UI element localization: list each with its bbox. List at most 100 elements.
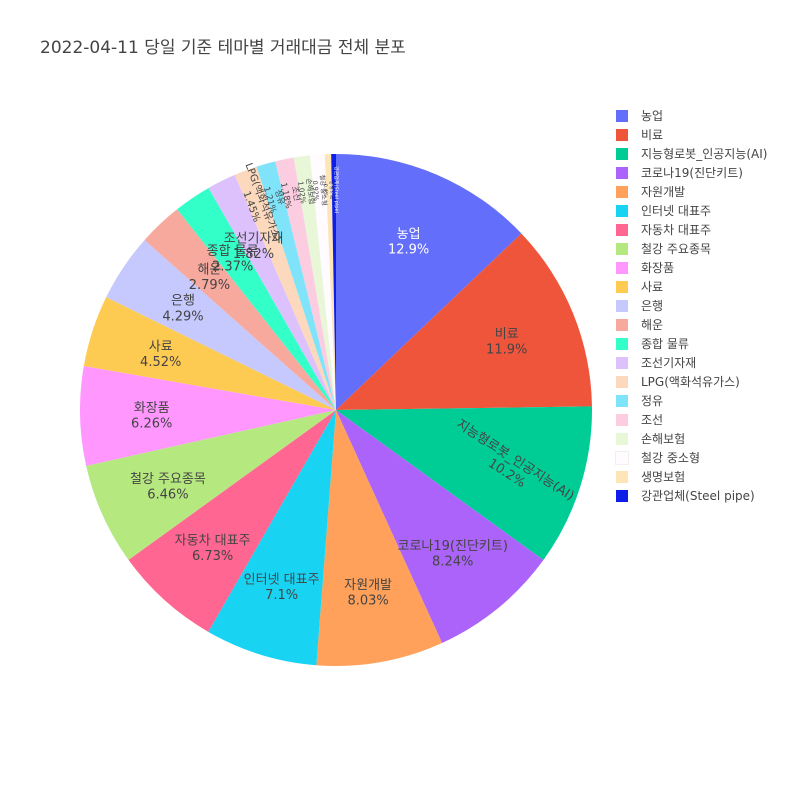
pie-slice[interactable]: [86, 410, 337, 560]
legend-swatch: [616, 166, 628, 179]
pie-slice[interactable]: [324, 154, 336, 410]
slice-label-value: 0.4%: [322, 184, 328, 197]
slice-label: 해운2.79%: [189, 263, 230, 294]
legend-item[interactable]: 인터넷 대표주: [616, 201, 767, 220]
legend-swatch: [616, 109, 628, 122]
slice-label-name: 정유: [272, 188, 287, 206]
legend-item[interactable]: 자원개발: [616, 182, 767, 201]
legend-swatch: [616, 337, 628, 350]
legend-item[interactable]: 자동차 대표주: [616, 220, 767, 239]
pie-slice[interactable]: [336, 406, 593, 561]
pie-slice[interactable]: [275, 157, 336, 410]
legend-item[interactable]: 농업: [616, 106, 767, 125]
slice-label-value: 4.29%: [162, 309, 203, 324]
slice-label-value: 8.24%: [432, 555, 473, 570]
legend-item[interactable]: 비료: [616, 125, 767, 144]
legend-label: 사료: [641, 280, 664, 294]
slice-label-value: 8.03%: [347, 594, 388, 609]
legend-item[interactable]: 손해보험: [616, 429, 767, 448]
slice-label: 사료4.52%: [140, 339, 181, 370]
legend-item[interactable]: LPG(액화석유가스): [616, 372, 767, 391]
pie-slice[interactable]: [336, 154, 522, 410]
pie-slice[interactable]: [331, 154, 336, 410]
legend-label: 비료: [641, 128, 664, 142]
slice-label-name: 자동차 대표주: [175, 533, 251, 548]
legend-label: 철강 중소형: [641, 451, 701, 465]
legend-item[interactable]: 종합 물류: [616, 334, 767, 353]
legend-swatch: [616, 147, 628, 160]
legend-item[interactable]: 사료: [616, 277, 767, 296]
slice-label-name: 철강 주요종목: [130, 472, 206, 487]
pie-slice[interactable]: [144, 209, 336, 410]
slice-label-name: 강관업체(Steel pipe): [333, 166, 340, 213]
legend-label: 지능형로봇_인공지능(AI): [641, 147, 768, 161]
pie-slice[interactable]: [79, 365, 336, 466]
pie-slice[interactable]: [208, 410, 336, 666]
legend-item[interactable]: 철강 중소형: [615, 448, 767, 467]
legend-swatch: [616, 394, 628, 407]
legend-swatch: [616, 128, 628, 141]
legend-label: 조선: [641, 413, 664, 427]
legend-swatch: [616, 413, 628, 426]
slice-label-name: 해운: [197, 263, 221, 278]
legend-swatch: [616, 318, 628, 331]
legend-label: 정유: [641, 394, 664, 408]
legend-item[interactable]: 해운: [616, 315, 767, 334]
legend-swatch: [616, 375, 628, 388]
legend-item[interactable]: 조선: [616, 410, 767, 429]
slice-label-name: 사료: [149, 339, 173, 354]
legend-label: 생명보험: [641, 470, 686, 484]
pie-slice[interactable]: [293, 155, 336, 410]
slice-label-value: 1.82%: [233, 247, 274, 262]
slice-label-value: 0.3%: [327, 183, 333, 196]
slice-label-value: 12.9%: [388, 243, 429, 258]
slice-label-name: 농업: [397, 227, 421, 242]
slice-label: 코로나19(진단키트)8.24%: [397, 539, 507, 570]
slice-label-name: 철강 중소형: [318, 174, 329, 206]
legend-item[interactable]: 조선기자재: [616, 353, 767, 372]
slice-label-value: 6.26%: [131, 416, 172, 431]
pie-slice[interactable]: [336, 233, 592, 410]
legend-item[interactable]: 은행: [616, 296, 767, 315]
pie-slice[interactable]: [256, 161, 337, 410]
legend-swatch: [616, 223, 628, 236]
legend-item[interactable]: 정유: [616, 391, 767, 410]
legend-swatch: [616, 489, 628, 502]
pie-slice[interactable]: [316, 410, 443, 666]
legend-item[interactable]: 생명보험: [616, 467, 767, 486]
legend-item[interactable]: 화장품: [616, 258, 767, 277]
legend-item[interactable]: 철강 주요종목: [616, 239, 767, 258]
legend-label: 해운: [641, 318, 664, 332]
pie-slice[interactable]: [336, 410, 544, 643]
legend-item[interactable]: 강관업체(Steel pipe): [616, 486, 767, 505]
pie-slice[interactable]: [234, 166, 336, 410]
slice-label-name: 조선기자재: [224, 232, 284, 247]
pie-slice[interactable]: [177, 187, 336, 410]
legend-label: 농업: [641, 109, 664, 123]
pie-slice[interactable]: [310, 154, 336, 410]
legend-item[interactable]: 지능형로봇_인공지능(AI): [616, 144, 767, 163]
legend-swatch: [616, 299, 628, 312]
legend-item[interactable]: 코로나19(진단키트): [616, 163, 767, 182]
slice-label: 종합 물류2.37%: [207, 244, 259, 275]
legend-label: 코로나19(진단키트): [641, 166, 743, 180]
slice-label-name: 비료: [495, 327, 519, 342]
slice-label-value: 2.79%: [189, 278, 230, 293]
slice-label-name: 코로나19(진단키트): [397, 539, 507, 554]
pie-slice[interactable]: [106, 240, 336, 410]
pie-slice[interactable]: [128, 410, 337, 632]
slice-label-name: 은행: [171, 293, 195, 309]
slice-label-name: 손해보험: [304, 178, 316, 205]
legend-label: 조선기자재: [641, 356, 697, 370]
slice-label-name: 종합 물류: [207, 244, 259, 259]
pie-slice[interactable]: [208, 174, 336, 410]
pie-slice[interactable]: [83, 297, 336, 410]
